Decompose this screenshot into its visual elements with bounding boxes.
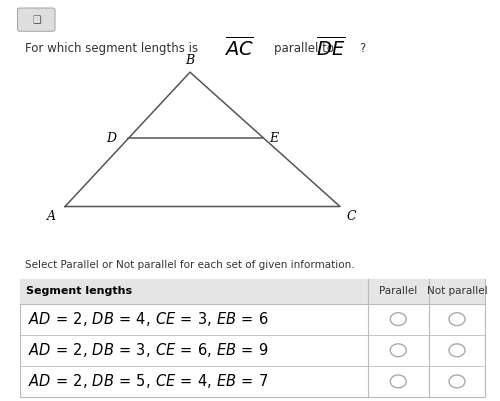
Text: C: C	[346, 210, 356, 223]
FancyBboxPatch shape	[18, 8, 55, 31]
Text: $AD\,=\,2,\,DB\,=\,5,\,CE\,=\,4,\,EB\,=\,7$: $AD\,=\,2,\,DB\,=\,5,\,CE\,=\,4,\,EB\,=\…	[28, 373, 268, 391]
Text: For which segment lengths is: For which segment lengths is	[25, 43, 202, 55]
Bar	[20, 279, 485, 397]
Text: Not parallel: Not parallel	[426, 286, 488, 296]
Text: E: E	[269, 132, 278, 145]
Text: $AD\,=\,2,\,DB\,=\,3,\,CE\,=\,6,\,EB\,=\,9$: $AD\,=\,2,\,DB\,=\,3,\,CE\,=\,6,\,EB\,=\…	[28, 341, 268, 359]
Text: $AD\,=\,2,\,DB\,=\,4,\,CE\,=\,3,\,EB\,=\,6$: $AD\,=\,2,\,DB\,=\,4,\,CE\,=\,3,\,EB\,=\…	[28, 310, 268, 328]
Text: Parallel: Parallel	[379, 286, 418, 296]
Text: ❑: ❑	[32, 15, 41, 24]
Text: B: B	[186, 55, 194, 67]
Text: $\overline{AC}$: $\overline{AC}$	[224, 36, 254, 60]
Text: Select Parallel or Not parallel for each set of given information.: Select Parallel or Not parallel for each…	[25, 261, 354, 270]
Text: Segment lengths: Segment lengths	[26, 286, 132, 296]
Bar	[20, 279, 485, 304]
Text: A: A	[46, 210, 56, 223]
Text: parallel to: parallel to	[274, 43, 338, 55]
Text: ?: ?	[360, 43, 366, 55]
Text: $\overline{DE}$: $\overline{DE}$	[316, 36, 345, 60]
Text: D: D	[106, 132, 117, 145]
